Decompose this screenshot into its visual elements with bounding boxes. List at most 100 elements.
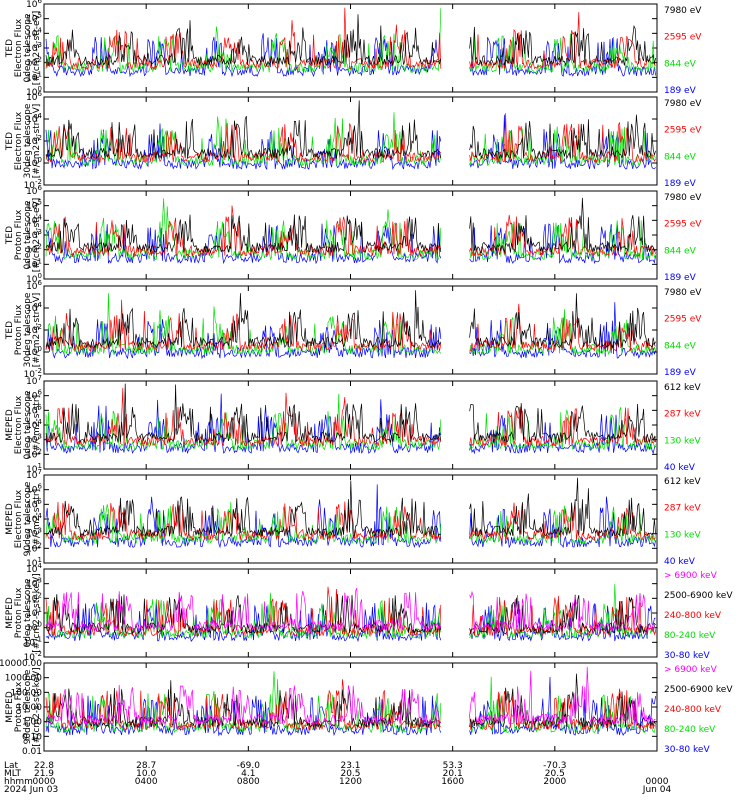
legend-entry: 2595 eV (664, 220, 702, 230)
y-tick-label: 106 (26, 389, 42, 402)
y-tick-label: 100 (26, 345, 42, 358)
legend-entry: 80-240 keV (664, 631, 716, 641)
series-line-red (45, 7, 656, 71)
y-axis-label-line: [#/cm2-s-str] (32, 489, 42, 549)
y-axis-label-line: [#/cm2-s-str] (32, 395, 42, 455)
y-tick-label: 107 (26, 374, 42, 387)
y-tick-label: 101 (26, 556, 42, 569)
y-axis-label-line: 0deg telescope (23, 200, 33, 270)
legend-entry: 2595 eV (664, 315, 702, 325)
legend-entry: 189 eV (664, 368, 697, 378)
legend-entry: 844 eV (664, 341, 697, 351)
y-tick-label: 105 (26, 12, 42, 25)
y-tick-label: 104 (26, 301, 42, 314)
x-tick-label-mlt: 10.0 (136, 769, 156, 779)
y-axis-label-line: TED (5, 321, 15, 340)
y-tick-label: 106 (26, 483, 42, 496)
series-line-black (45, 197, 656, 254)
legend-entry: 189 eV (664, 179, 697, 189)
legend-entry: 240-800 keV (664, 705, 722, 715)
y-tick-label: 1000.00 (5, 674, 42, 684)
x-tick-label-mlt: 20.1 (443, 769, 463, 779)
legend-entry: 844 eV (664, 59, 697, 69)
y-tick-label: 0.10 (22, 732, 42, 742)
series-line-magenta (45, 588, 656, 632)
series-line-magenta (45, 666, 656, 726)
y-tick-label: 106 (26, 90, 42, 103)
legend-entry: 80-240 keV (664, 725, 716, 735)
x-tick-label-hhmm: 1600 (441, 777, 464, 787)
series-line-black (45, 100, 656, 160)
y-axis-label-line: [#/cm2-s-str-eV] (32, 11, 42, 86)
x-tick-label-mlt: 20.5 (340, 769, 360, 779)
y-axis-label-line: MEPED (5, 503, 15, 535)
y-tick-label: 10-1 (24, 635, 42, 648)
x-tick-label-lat: 23.1 (340, 761, 360, 771)
y-axis-label-line: Proton Flux (14, 209, 24, 260)
x-tick-label-mlt: 21.9 (34, 769, 54, 779)
legend-entry: 189 eV (664, 273, 697, 283)
y-axis-label-line: 30deg telescope (23, 103, 33, 178)
series-line-blue (45, 393, 656, 455)
legend-entry: 2500-6900 keV (664, 591, 733, 601)
y-axis-label-line: Proton Flux (14, 681, 24, 732)
y-tick-label: 102 (26, 243, 42, 256)
y-axis-label-line: Electron Flux (14, 489, 24, 548)
y-axis-label-line: MEPED (5, 691, 15, 723)
y-axis-label-line: 90deg telescope (23, 481, 33, 556)
y-tick-label: 10000.00 (0, 659, 42, 669)
legend-entry: 40 keV (664, 463, 696, 473)
y-tick-label: 100 (26, 85, 42, 98)
legend-entry: 844 eV (664, 152, 697, 162)
y-tick-label: 104 (26, 562, 42, 575)
y-tick-label: 101 (26, 606, 42, 619)
x-tick-label-hhmm: 0000 (646, 777, 669, 787)
y-axis-label-line: Electron Flux (14, 111, 24, 170)
x-tick-label-hhmm: 0000 (33, 777, 56, 787)
y-tick-label: 105 (26, 497, 42, 510)
y-axis-label-line: 0deg telescope (23, 578, 33, 648)
y-tick-label: 104 (26, 512, 42, 525)
x-tick-label-lat: 53.3 (443, 761, 463, 771)
y-tick-label: 101 (26, 70, 42, 83)
legend-entry: 240-800 keV (664, 611, 722, 621)
x-tick-label-lat: -70.3 (543, 761, 566, 771)
series-line-green (45, 502, 656, 545)
y-tick-label: 101 (26, 257, 42, 270)
y-tick-label: 100.00 (11, 688, 43, 698)
y-tick-label: 10.00 (16, 703, 42, 713)
y-axis-label-line: 90deg telescope (23, 669, 33, 744)
series-line-red (45, 501, 656, 542)
y-tick-label: 103 (26, 433, 42, 446)
y-tick-label: 103 (26, 527, 42, 540)
series-line-red (45, 387, 656, 448)
y-tick-label: 106 (26, 0, 42, 10)
y-tick-label: 102 (26, 591, 42, 604)
y-tick-label: 105 (26, 199, 42, 212)
y-axis-label: MEPEDProton Flux90deg telescope[#/cm2-s-… (5, 667, 42, 746)
legend-entry: 2595 eV (664, 126, 702, 136)
x-axis-row-label: hhmm (4, 777, 33, 787)
legend-entry: 612 keV (664, 477, 701, 487)
y-tick-label: 102 (26, 56, 42, 69)
y-axis-label: TEDProton Flux30deg telescope[#/cm2-s-st… (5, 292, 42, 367)
series-line-blue (45, 33, 656, 78)
x-axis-row-label: 2024 (4, 785, 27, 795)
x-tick-label-lat: 28.7 (136, 761, 156, 771)
series-line-green (45, 8, 656, 74)
x-tick-label-hhmm: 0400 (135, 777, 158, 787)
series-line-green (45, 198, 656, 261)
y-tick-label: 105 (26, 403, 42, 416)
y-tick-label: 104 (26, 418, 42, 431)
y-tick-label: 10-2 (24, 650, 42, 663)
legend-entry: 2500-6900 keV (664, 685, 733, 695)
y-axis-label-line: 30deg telescope (23, 292, 33, 367)
x-tick-label-date: Jun 04 (642, 785, 672, 795)
legend-entry: 189 eV (664, 86, 697, 96)
y-axis-label-line: Electron Flux (14, 18, 24, 77)
x-tick-label-hhmm: 1200 (339, 777, 362, 787)
